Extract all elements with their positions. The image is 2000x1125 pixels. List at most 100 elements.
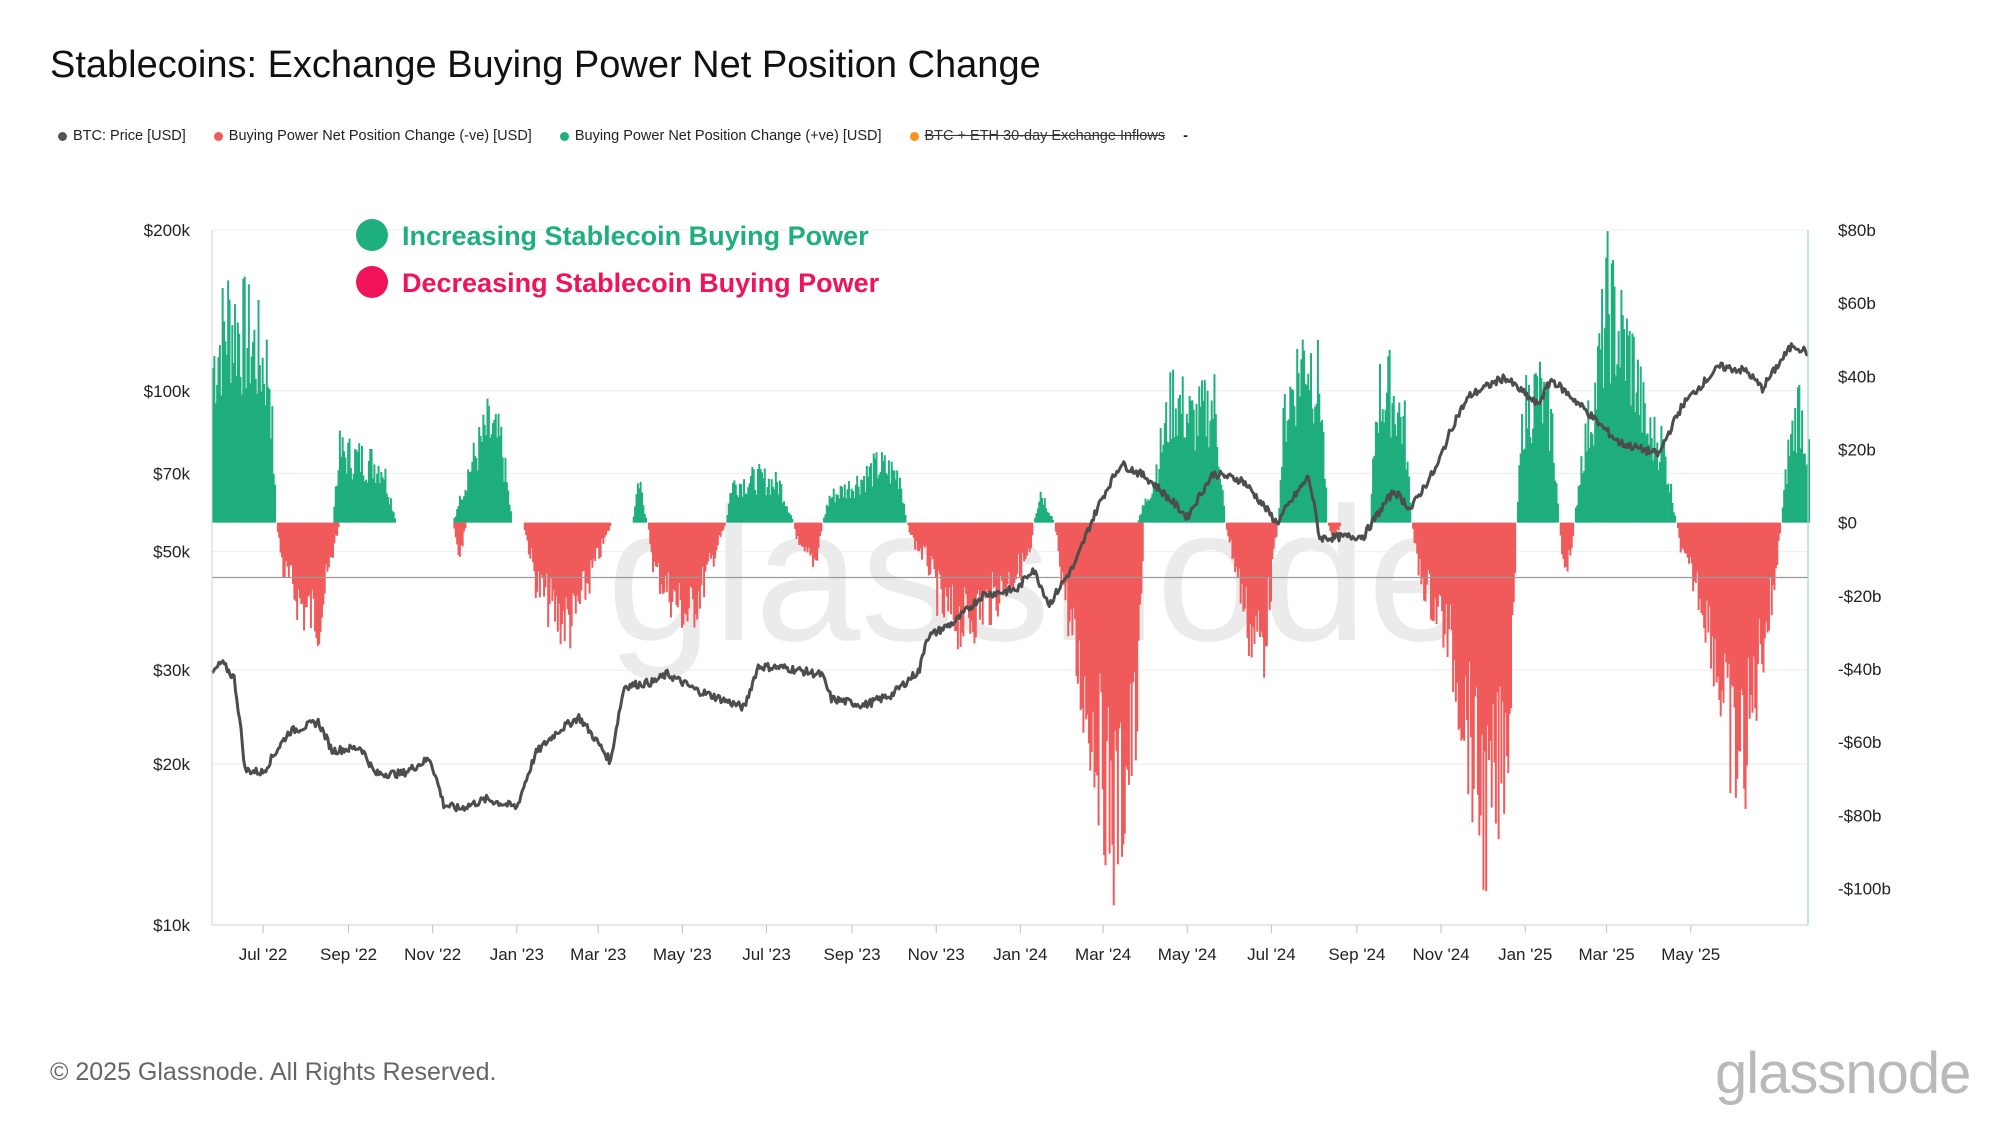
x-tick-label: Nov '23 (908, 945, 965, 964)
bar-negative (681, 522, 683, 628)
bar-positive (1672, 512, 1675, 523)
bar-negative (927, 522, 930, 576)
bar-negative (1689, 522, 1692, 557)
bar-positive (356, 452, 359, 523)
bar-negative (794, 522, 797, 529)
copyright-footer: © 2025 Glassnode. All Rights Reserved. (50, 1058, 497, 1086)
bar-positive (1318, 393, 1321, 523)
bar-negative (1021, 522, 1024, 553)
bar-negative (1234, 522, 1237, 573)
bar-positive (1390, 437, 1393, 523)
bar-negative (976, 522, 979, 595)
bar-positive (1383, 422, 1386, 523)
bar-negative (1012, 522, 1015, 588)
bar-negative (1005, 522, 1008, 597)
bar-negative (1093, 522, 1096, 788)
bar-positive (229, 382, 232, 523)
bar-negative (998, 522, 1001, 604)
bar-negative (1774, 522, 1777, 569)
bar-negative (987, 522, 990, 592)
bar-negative (1424, 522, 1427, 602)
bar-positive (1041, 497, 1044, 523)
bar-negative (540, 522, 543, 576)
bar-positive (468, 472, 471, 523)
bar-positive (1046, 511, 1049, 523)
bar-positive (876, 478, 879, 523)
bar-positive (1141, 505, 1144, 523)
bar-negative (714, 522, 717, 559)
annotation-decreasing: Decreasing Stablecoin Buying Power (402, 268, 880, 298)
bar-negative (1327, 522, 1330, 526)
bar-positive (1173, 437, 1176, 523)
bar-negative (938, 522, 941, 575)
bar-positive (1407, 476, 1410, 523)
bar-negative (712, 522, 715, 567)
bar-negative (1435, 522, 1438, 625)
bar-negative (1083, 522, 1086, 677)
bar-positive (1191, 400, 1194, 523)
bar-positive (1592, 445, 1595, 523)
bar-positive (509, 511, 512, 523)
bar-positive (385, 493, 388, 523)
bar-negative (1423, 522, 1426, 601)
bar-positive (223, 321, 226, 523)
bar-positive (1049, 515, 1052, 523)
bar-positive (1036, 508, 1039, 523)
bar-negative (326, 522, 329, 572)
bar-positive (487, 405, 490, 523)
bar-positive (1042, 504, 1045, 523)
bar-negative (1482, 522, 1485, 890)
legend-item-negative-change[interactable]: Buying Power Net Position Change (-ve) [… (213, 128, 532, 144)
bar-negative (1779, 522, 1782, 534)
bar-negative (915, 522, 918, 541)
bar-positive (1303, 350, 1306, 523)
bar-negative (1412, 522, 1415, 529)
x-tick-label: Sep '24 (1328, 945, 1385, 964)
bar-positive (883, 455, 886, 523)
bar-negative (1427, 522, 1430, 571)
bar-positive (788, 513, 791, 523)
bar-positive (1223, 505, 1226, 523)
bar-negative (537, 522, 540, 572)
bar-positive (881, 452, 884, 523)
bar-positive (776, 481, 779, 523)
bar-negative (912, 522, 915, 538)
legend: BTC: Price [USD] Buying Power Net Positi… (58, 128, 1188, 144)
bar-negative (282, 522, 285, 578)
bar-positive (864, 492, 867, 523)
bar-negative (464, 522, 467, 528)
bar-positive (1148, 500, 1151, 523)
legend-item-positive-change[interactable]: Buying Power Net Position Change (+ve) [… (559, 128, 882, 144)
bar-negative (278, 522, 281, 538)
legend-item-exchange-inflows[interactable]: BTC + ETH 30-day Exchange Inflows - (909, 128, 1188, 144)
bar-positive (456, 509, 459, 523)
bar-positive (1607, 314, 1610, 523)
bar-positive (1663, 442, 1666, 523)
bar-negative (652, 522, 655, 573)
bar-positive (1387, 356, 1390, 523)
bar-positive (392, 512, 395, 523)
bar-negative (916, 522, 919, 551)
bar-negative (1130, 522, 1133, 777)
bar-positive (1199, 406, 1202, 523)
bar-negative (685, 522, 688, 615)
bar-positive (835, 494, 838, 523)
y-right-tick-label: -$20b (1838, 587, 1881, 606)
bar-negative (567, 522, 570, 615)
bar-positive (1624, 380, 1627, 523)
bar-positive (1544, 391, 1547, 523)
bar-negative (1417, 522, 1420, 576)
bar-positive (1601, 288, 1604, 523)
bar-negative (1027, 522, 1030, 549)
bar-negative (999, 522, 1002, 576)
bar-negative (609, 522, 612, 527)
bar-positive (856, 475, 859, 523)
bar-negative (1457, 522, 1460, 730)
bar-negative (1693, 522, 1696, 581)
bar-negative (576, 522, 579, 596)
bar-negative (566, 522, 569, 610)
bar-positive (1391, 403, 1394, 523)
bar-negative (1503, 522, 1506, 814)
bar-negative (989, 522, 992, 626)
legend-item-btc-price[interactable]: BTC: Price [USD] (58, 128, 186, 144)
